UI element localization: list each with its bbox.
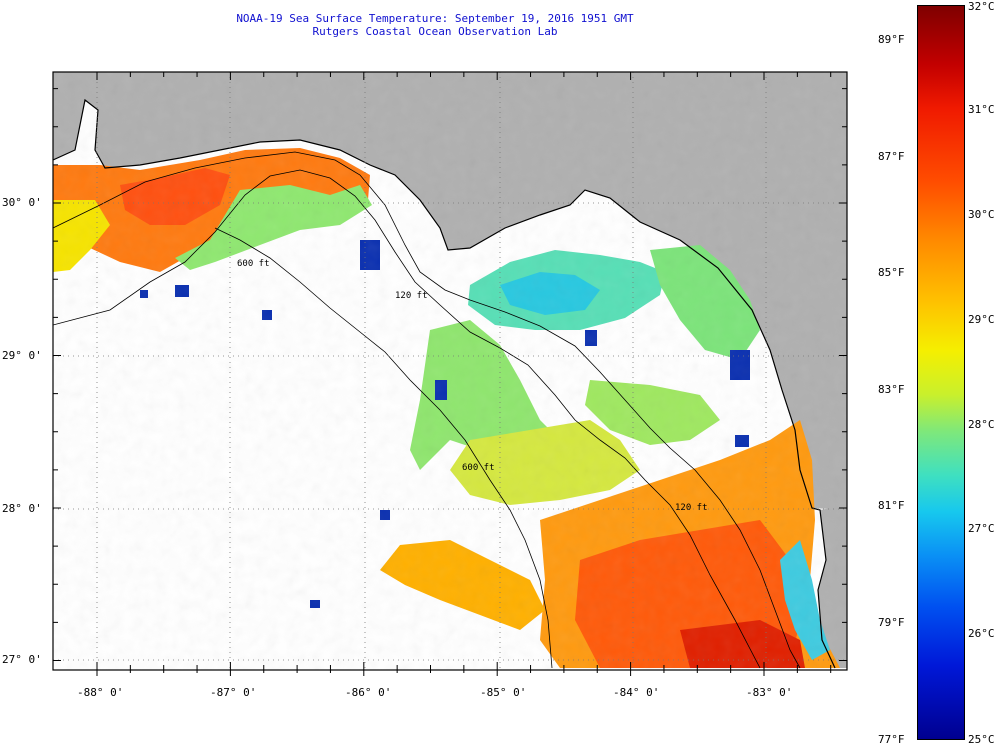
colorbar-fahrenheit-label: 79°F [878, 616, 905, 629]
isobath-label-600: 600 ft [237, 259, 270, 269]
colorbar-fahrenheit-label: 85°F [878, 266, 905, 279]
frame-ticks [53, 72, 847, 676]
colorbar-fahrenheit-label: 77°F [878, 733, 905, 746]
isobath-label-600-south: 600 ft [462, 463, 495, 473]
colorbar-celsius-label: 31°C [968, 103, 995, 116]
map-title: NOAA-19 Sea Surface Temperature: Septemb… [236, 12, 634, 25]
colorbar-celsius-label: 26°C [968, 627, 995, 640]
isobaths [53, 151, 801, 669]
colorbar-fahrenheit-label: 89°F [878, 33, 905, 46]
latitude-label: 27° 0' [2, 653, 42, 666]
isobath-label-120: 120 ft [395, 291, 428, 301]
longitude-label: -87° 0' [210, 686, 257, 699]
colorbar-fahrenheit-label: 83°F [878, 383, 905, 396]
colorbar-celsius-label: 25°C [968, 733, 995, 746]
latitude-label: 28° 0' [2, 502, 42, 515]
longitude-label: -83° 0' [746, 686, 793, 699]
map-subtitle: Rutgers Coastal Ocean Observation Lab [312, 25, 558, 38]
colorbar-celsius-label: 28°C [968, 418, 995, 431]
coastline [53, 98, 836, 669]
longitude-label: -86° 0' [345, 686, 392, 699]
longitude-label: -88° 0' [77, 686, 124, 699]
colorbar-celsius-label: 32°C [968, 0, 995, 13]
colorbar-fahrenheit-label: 87°F [878, 150, 905, 163]
colorbar-celsius-label: 30°C [968, 208, 995, 221]
latitude-label: 30° 0' [2, 196, 42, 209]
isobath-label-120-south: 120 ft [675, 503, 708, 513]
colorbar-celsius-label: 29°C [968, 313, 995, 326]
latitude-label: 29° 0' [2, 349, 42, 362]
colorbar-celsius-label: 27°C [968, 522, 995, 535]
longitude-label: -85° 0' [480, 686, 527, 699]
longitude-label: -84° 0' [613, 686, 660, 699]
colorbar-fahrenheit-label: 81°F [878, 499, 905, 512]
map-frame-border [52, 71, 848, 671]
sst-data-layer [53, 72, 847, 670]
temperature-colorbar [917, 5, 965, 740]
